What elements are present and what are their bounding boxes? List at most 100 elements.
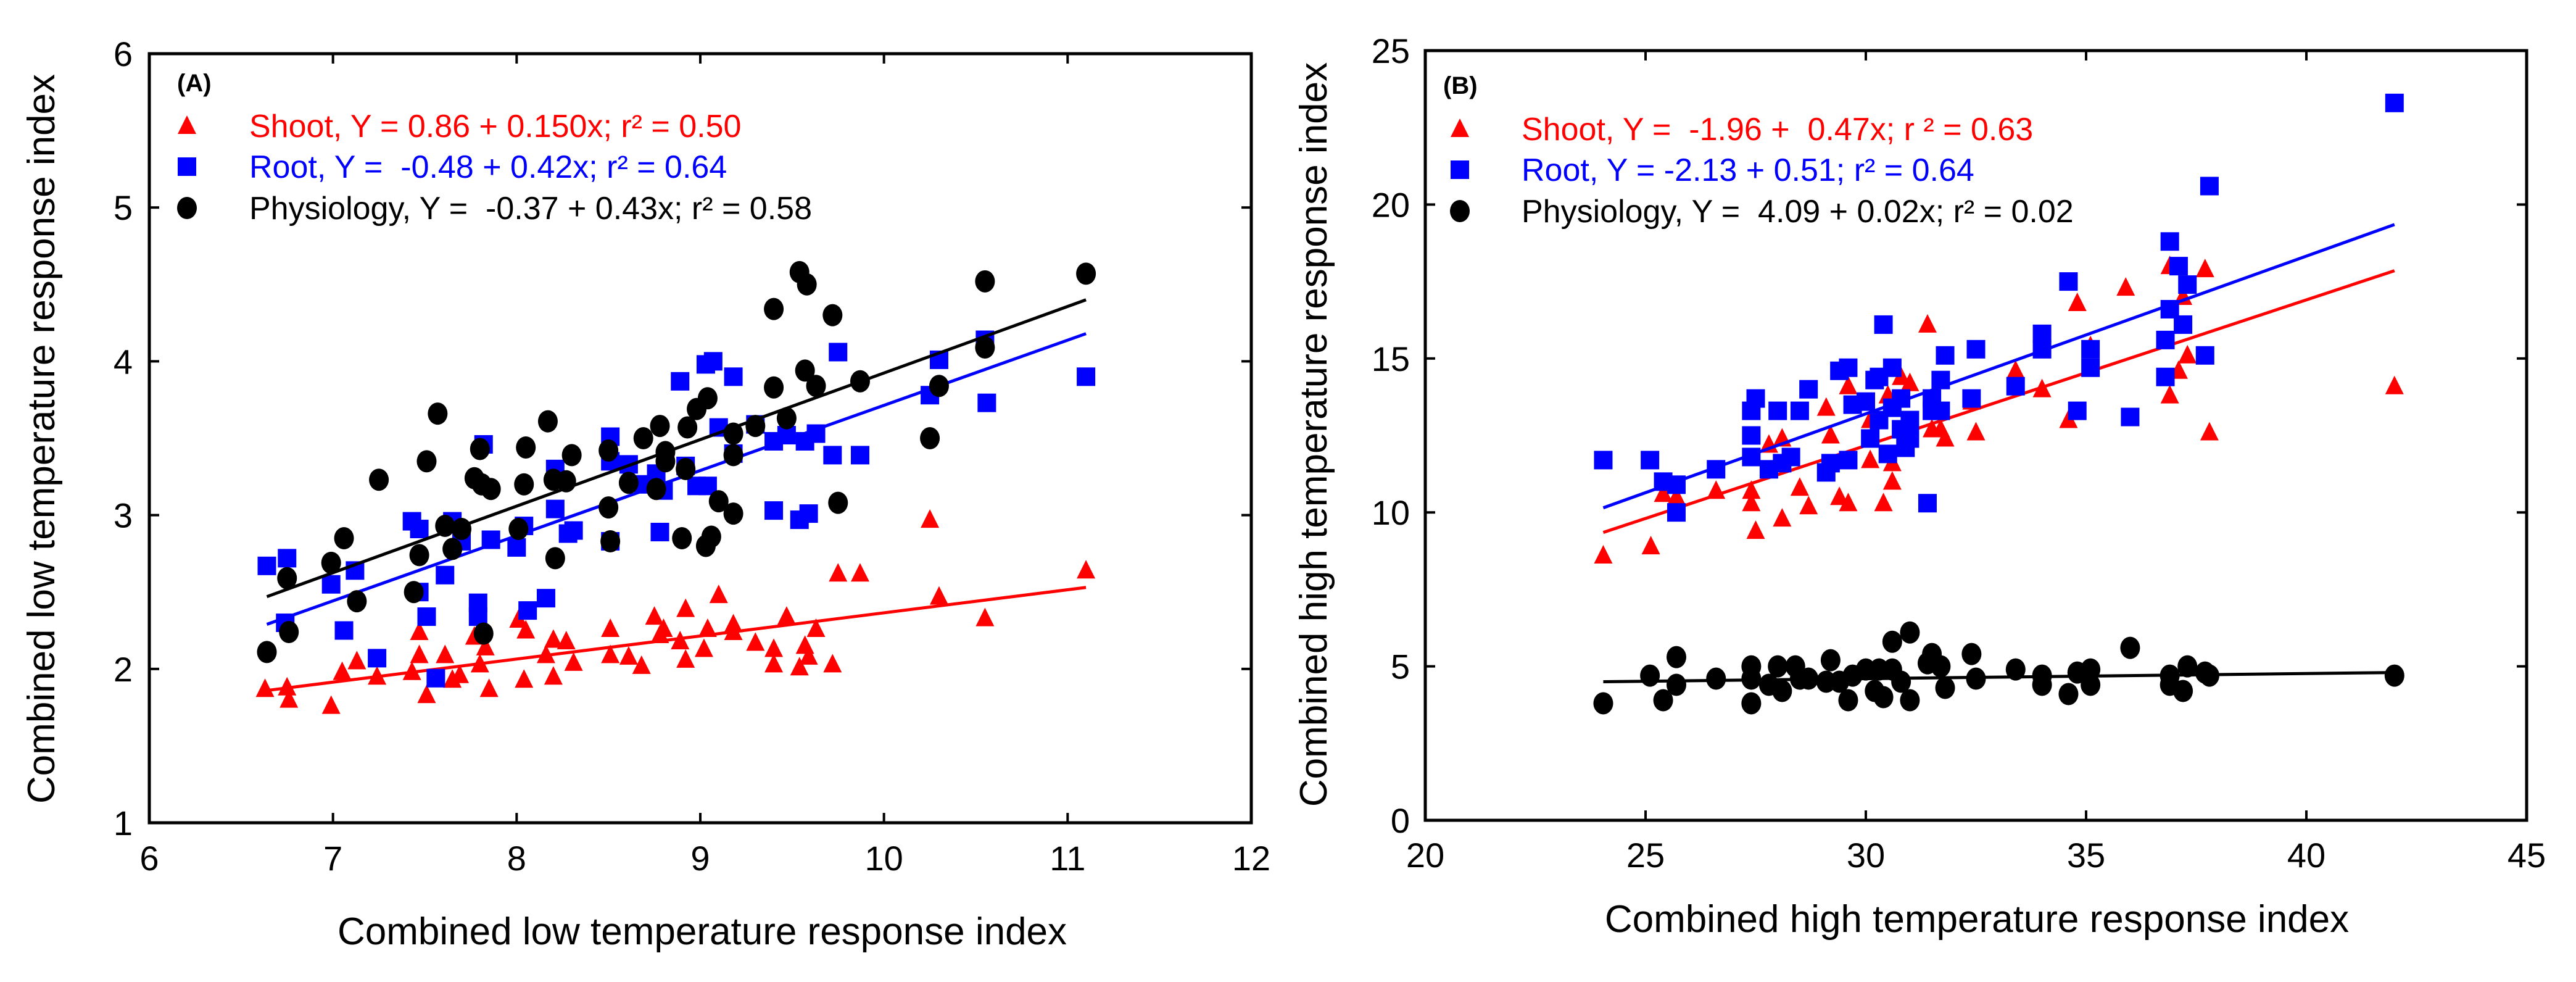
data-point-root (724, 367, 743, 386)
data-point-physiology (1772, 680, 1792, 702)
data-point-root (2178, 275, 2197, 294)
data-point-shoot (746, 632, 765, 651)
data-point-shoot (790, 657, 809, 676)
y-tick-label: 15 (1372, 339, 1410, 378)
data-point-root (1839, 451, 1858, 470)
data-point-root (2059, 272, 2078, 291)
legend-marker-root (178, 157, 196, 176)
data-point-root (1892, 389, 1911, 408)
data-point-shoot (1707, 480, 1726, 499)
data-point-shoot (829, 563, 848, 582)
data-point-root (1861, 429, 1880, 448)
data-point-physiology (1935, 676, 1955, 699)
legend-marker-shoot (178, 115, 196, 134)
data-point-shoot (2200, 422, 2219, 441)
data-point-root (545, 499, 565, 518)
data-point-physiology (701, 525, 721, 548)
data-point-physiology (723, 444, 743, 467)
data-point-root (1936, 346, 1955, 365)
y-tick-label: 4 (114, 342, 133, 381)
data-point-shoot (645, 606, 664, 625)
data-point-root (536, 589, 555, 608)
data-point-shoot (2006, 360, 2025, 379)
legend-label-root: Root, Y = -2.13 + 0.51; r² = 0.64 (1522, 152, 1974, 188)
data-point-root (1962, 389, 1981, 408)
data-point-shoot (806, 618, 826, 638)
data-point-physiology (1891, 670, 1911, 693)
data-point-root (2160, 232, 2179, 251)
data-point-root (2174, 315, 2193, 334)
data-point-physiology (481, 478, 501, 501)
legend-marker-root (1451, 160, 1469, 179)
data-point-physiology (2177, 655, 2198, 678)
data-point-root (426, 668, 445, 688)
data-point-root (2068, 401, 2087, 420)
x-tick-label: 40 (2287, 836, 2325, 875)
data-point-shoot (280, 689, 299, 708)
data-point-root (1742, 426, 1761, 445)
data-point-shoot (479, 678, 499, 697)
data-point-shoot (676, 598, 695, 617)
data-point-root (1799, 380, 1818, 399)
data-point-physiology (828, 491, 848, 514)
data-point-shoot (619, 646, 638, 665)
data-point-root (1077, 367, 1096, 386)
data-point-physiology (2173, 680, 2193, 702)
data-point-shoot (764, 638, 784, 657)
data-point-physiology (1666, 673, 1686, 696)
data-point-root (650, 523, 669, 542)
data-point-physiology (2058, 683, 2079, 705)
data-point-shoot (515, 669, 534, 688)
data-point-physiology (556, 470, 576, 493)
data-point-shoot (450, 664, 470, 683)
data-point-root (1900, 429, 1920, 448)
x-tick-label: 20 (1406, 836, 1444, 875)
data-point-root (1821, 454, 1840, 473)
data-point-physiology (435, 515, 455, 538)
data-point-physiology (2199, 664, 2219, 687)
data-point-physiology (633, 427, 653, 449)
data-point-root (2121, 407, 2140, 427)
data-point-physiology (2081, 658, 2101, 681)
data-point-physiology (1873, 686, 1894, 709)
data-point-shoot (764, 654, 784, 673)
y-tick-label: 20 (1372, 185, 1410, 224)
y-tick-label: 2 (114, 650, 133, 689)
data-point-root (1878, 444, 1897, 464)
data-point-physiology (1838, 689, 1858, 712)
data-point-physiology (975, 270, 995, 293)
data-point-root (1839, 358, 1858, 377)
data-point-physiology (806, 375, 826, 397)
y-tick-label: 3 (114, 496, 133, 535)
data-point-root (671, 372, 690, 391)
data-point-shoot (1667, 486, 1686, 506)
data-point-root (1746, 389, 1765, 408)
data-point-physiology (646, 478, 666, 501)
data-point-root (977, 393, 996, 412)
data-point-shoot (929, 586, 948, 605)
legend-marker-physiology (177, 197, 197, 219)
data-point-root (2006, 377, 2025, 396)
data-point-physiology (334, 526, 354, 549)
data-point-root (2032, 339, 2052, 359)
legend-marker-shoot (1451, 119, 1469, 137)
data-point-shoot (632, 655, 651, 674)
x-tick-label: 25 (1626, 836, 1665, 875)
data-point-shoot (694, 638, 713, 657)
series-physiology (257, 260, 1096, 664)
data-point-physiology (516, 436, 536, 459)
data-point-shoot (1839, 375, 1858, 394)
data-point-physiology (1931, 655, 1951, 678)
data-point-shoot (2160, 385, 2179, 404)
x-tick-label: 11 (1050, 839, 1085, 878)
data-point-root (410, 520, 429, 539)
data-point-shoot (1742, 493, 1761, 512)
data-point-shoot (402, 661, 421, 680)
legend-label-root: Root, Y = -0.48 + 0.42x; r² = 0.64 (249, 149, 727, 185)
data-point-shoot (1594, 545, 1613, 564)
data-point-root (829, 343, 848, 362)
legend-label-shoot: Shoot, Y = 0.86 + 0.150x; r² = 0.50 (249, 109, 741, 144)
data-point-shoot (2178, 344, 2197, 364)
data-point-shoot (321, 695, 341, 714)
